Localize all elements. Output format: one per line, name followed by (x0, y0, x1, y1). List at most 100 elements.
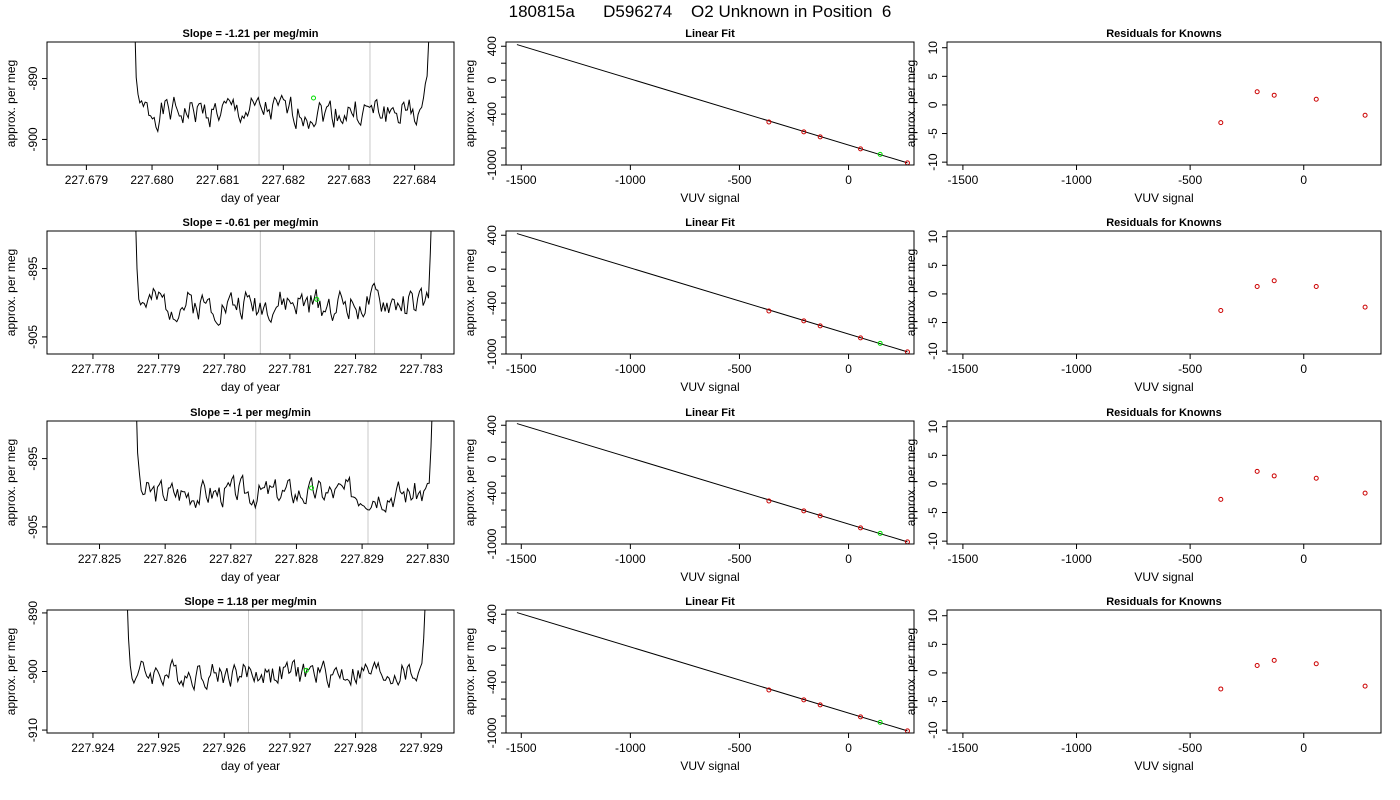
x-axis-tick-label: -1500 (948, 552, 979, 566)
y-axis-tick-label: 0 (485, 266, 499, 273)
y-axis-tick-label: 400 (485, 36, 499, 56)
plot-frame (46, 41, 455, 166)
fit-title: Linear Fit (685, 28, 735, 40)
x-axis-tick-label: 227.827 (209, 552, 253, 566)
y-axis-tick-label: -1000 (485, 338, 499, 369)
x-axis-tick-label: -500 (1178, 741, 1202, 755)
x-axis-tick-label: -500 (727, 362, 751, 376)
plot-frame (946, 420, 1382, 545)
y-axis-label: approx. per meg (4, 439, 18, 526)
y-axis-label: approx. per meg (463, 60, 477, 147)
x-axis-tick-label: 227.825 (78, 552, 122, 566)
time-series-line (134, 42, 430, 134)
y-axis-tick-label: 0 (926, 101, 940, 108)
residuals-title: Residuals for Knowns (1106, 407, 1222, 419)
unknown-marker-point (311, 95, 317, 101)
y-axis-tick-label: 5 (926, 452, 940, 459)
timeseries-panel: Slope = 1.18 per meg/min day of year appro… (4, 596, 455, 773)
plot-frame (946, 41, 1382, 166)
x-axis-tick-label: 227.778 (71, 362, 115, 376)
unknown-point (877, 719, 883, 725)
residual-point (1218, 120, 1224, 126)
y-axis-tick-label: 0 (485, 456, 499, 463)
figure-title: 180815a D596274 O2 Unknown in Position 6 (508, 2, 892, 21)
x-axis-tick-label: 227.682 (262, 173, 306, 187)
x-axis-tick-label: -1000 (615, 362, 646, 376)
known-point (817, 134, 823, 140)
y-axis-tick-label: -905 (26, 325, 40, 349)
y-axis-tick-label: -5 (926, 317, 940, 328)
residuals-title: Residuals for Knowns (1106, 28, 1222, 40)
x-axis-label: day of year (221, 380, 280, 394)
y-axis-tick-label: -890 (26, 66, 40, 90)
x-axis-label: VUV signal (680, 759, 739, 773)
x-axis-tick-label: -500 (1178, 552, 1202, 566)
plot-frame (505, 609, 915, 734)
y-axis-tick-label: -895 (26, 446, 40, 470)
residuals-panel: Residuals for Knowns VUV signal approx. pe… (904, 596, 1382, 773)
y-axis-tick-label: -400 (485, 291, 499, 315)
x-axis-tick-label: -1500 (506, 173, 537, 187)
x-axis-tick-label: -1000 (615, 173, 646, 187)
y-axis-tick-label: -400 (485, 670, 499, 694)
x-axis-label: VUV signal (1134, 191, 1193, 205)
x-axis-tick-label: -500 (1178, 173, 1202, 187)
plot-frame (46, 230, 455, 355)
y-axis-tick-label: -10 (926, 532, 940, 550)
x-axis-tick-label: 227.781 (268, 362, 312, 376)
known-point (766, 498, 772, 504)
linear-fit-panel: Linear Fit VUV signal approx. per meg -1500… (463, 407, 915, 584)
unknown-marker-point (309, 485, 315, 491)
unknown-marker-point (314, 296, 320, 302)
x-axis-label: day of year (221, 570, 280, 584)
y-axis-tick-label: 0 (926, 290, 940, 297)
timeseries-panel: Slope = -1.21 per meg/min day of year appr… (4, 28, 455, 205)
x-axis-tick-label: 0 (845, 552, 852, 566)
fit-line (516, 44, 908, 164)
y-axis-tick-label: -895 (26, 256, 40, 280)
linear-fit-panel: Linear Fit VUV signal approx. per meg -1500… (463, 28, 915, 205)
x-axis-tick-label: 0 (1300, 741, 1307, 755)
x-axis-tick-label: 227.680 (130, 173, 174, 187)
y-axis-tick-label: -905 (26, 515, 40, 539)
y-axis-tick-label: 10 (926, 41, 940, 55)
y-axis-tick-label: -5 (926, 696, 940, 707)
x-axis-tick-label: -1000 (615, 741, 646, 755)
x-axis-label: day of year (221, 191, 280, 205)
x-axis-tick-label: -1000 (1061, 173, 1092, 187)
residual-point (1218, 496, 1224, 502)
residual-point (1254, 89, 1260, 95)
y-axis-label: approx. per meg (904, 628, 918, 715)
y-axis-tick-label: -910 (26, 718, 40, 742)
x-axis-tick-label: -500 (727, 173, 751, 187)
y-axis-tick-label: -400 (485, 102, 499, 126)
slope-title: Slope = -1.21 per meg/min (182, 28, 318, 40)
fit-line (516, 423, 908, 543)
x-axis-tick-label: 227.929 (399, 741, 443, 755)
y-axis-label: approx. per meg (904, 60, 918, 147)
known-point (801, 508, 807, 514)
x-axis-tick-label: -500 (1178, 362, 1202, 376)
time-series-line (135, 231, 432, 327)
residual-point (1218, 686, 1224, 692)
residual-point (1362, 683, 1368, 689)
known-point (766, 687, 772, 693)
x-axis-tick-label: -1000 (1061, 362, 1092, 376)
residual-point (1271, 92, 1277, 98)
residual-point (1271, 657, 1277, 663)
slope-title: Slope = 1.18 per meg/min (184, 596, 317, 608)
x-axis-label: VUV signal (680, 570, 739, 584)
y-axis-label: approx. per meg (463, 628, 477, 715)
fit-line (516, 233, 908, 353)
x-axis-tick-label: 0 (845, 362, 852, 376)
unknown-point (877, 340, 883, 346)
linear-fit-panel: Linear Fit VUV signal approx. per meg -1500… (463, 217, 915, 394)
y-axis-label: approx. per meg (904, 249, 918, 336)
known-point (766, 308, 772, 314)
y-axis-tick-label: 10 (926, 230, 940, 244)
fit-title: Linear Fit (685, 407, 735, 419)
y-axis-tick-label: -1000 (485, 149, 499, 180)
x-axis-label: day of year (221, 759, 280, 773)
residual-point (1271, 278, 1277, 284)
